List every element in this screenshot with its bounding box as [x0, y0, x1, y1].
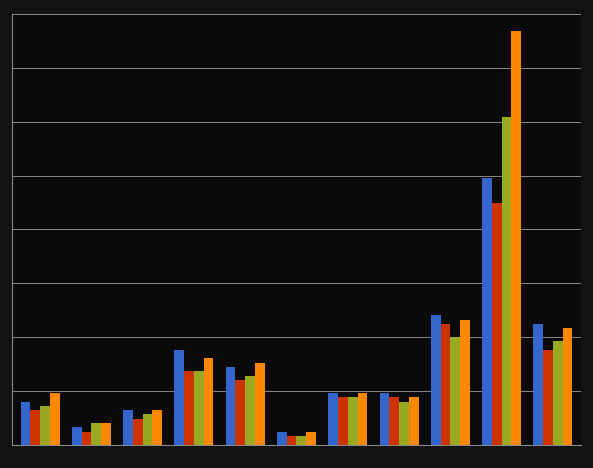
Bar — [431, 315, 441, 445]
Bar — [492, 204, 502, 445]
Bar — [91, 423, 101, 445]
Bar — [460, 320, 470, 445]
Bar — [226, 367, 235, 445]
Bar — [482, 178, 492, 445]
Bar — [123, 410, 133, 445]
Bar — [255, 363, 264, 445]
Bar — [133, 419, 143, 445]
Bar — [194, 372, 203, 445]
Bar — [380, 393, 390, 445]
Bar — [347, 397, 358, 445]
Bar — [534, 324, 543, 445]
Bar — [277, 431, 287, 445]
Bar — [450, 337, 460, 445]
Bar — [82, 431, 91, 445]
Bar — [235, 380, 246, 445]
Bar — [50, 393, 59, 445]
Bar — [296, 436, 306, 445]
Bar — [409, 397, 419, 445]
Bar — [287, 436, 296, 445]
Bar — [543, 350, 553, 445]
Bar — [21, 402, 30, 445]
Bar — [72, 427, 82, 445]
Bar — [143, 415, 152, 445]
Bar — [563, 329, 572, 445]
Bar — [152, 410, 162, 445]
Bar — [101, 423, 111, 445]
Bar — [329, 393, 338, 445]
Bar — [184, 372, 194, 445]
Bar — [40, 406, 50, 445]
Bar — [246, 376, 255, 445]
Bar — [553, 341, 563, 445]
Bar — [502, 117, 511, 445]
Bar — [399, 402, 409, 445]
Bar — [358, 393, 367, 445]
Bar — [390, 397, 399, 445]
Bar — [30, 410, 40, 445]
Bar — [338, 397, 347, 445]
Bar — [174, 350, 184, 445]
Bar — [441, 324, 450, 445]
Bar — [203, 358, 213, 445]
Bar — [306, 431, 316, 445]
Bar — [511, 31, 521, 445]
